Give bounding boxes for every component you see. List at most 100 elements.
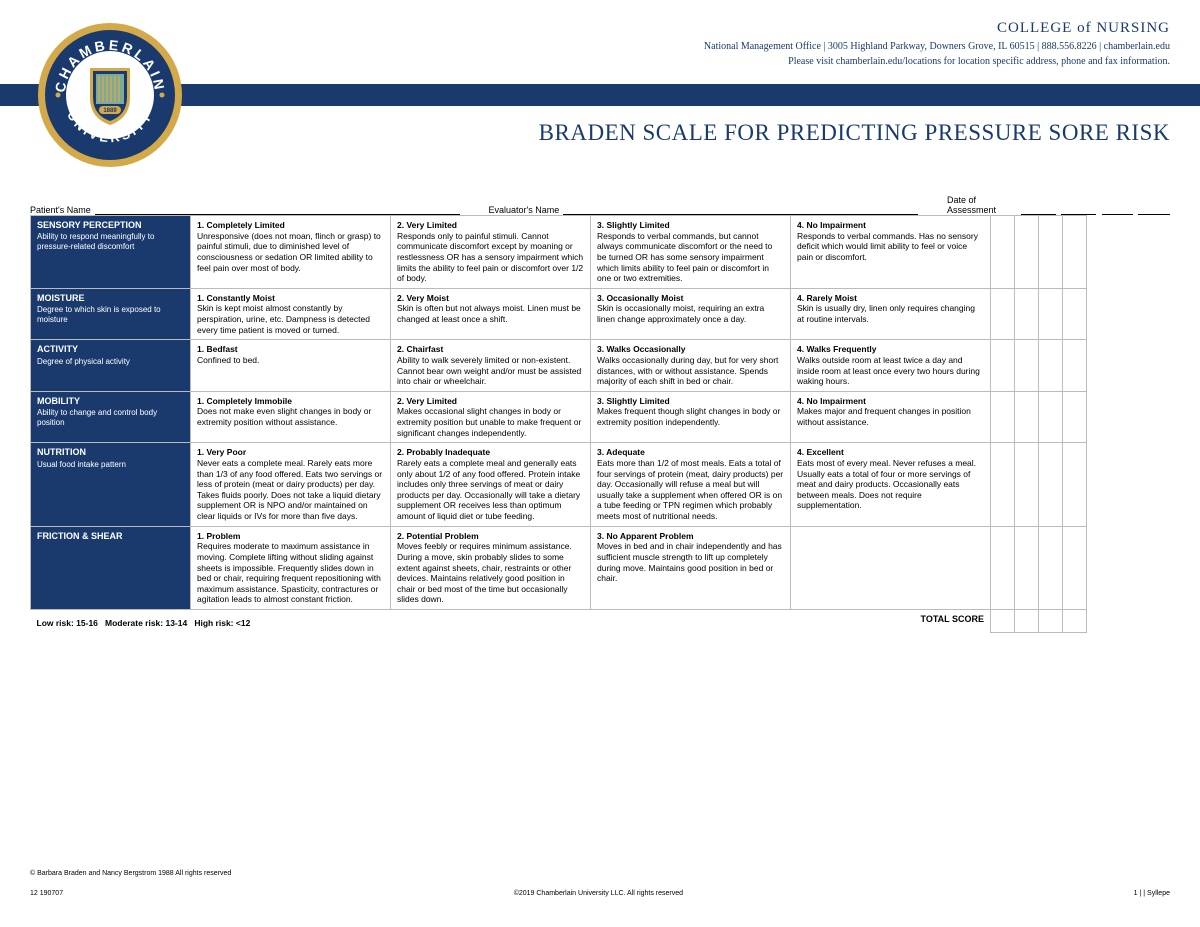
level-title: 1. Very Poor	[197, 447, 384, 458]
level-cell: 1. Very PoorNever eats a complete meal. …	[191, 443, 391, 526]
level-cell: 4. ExcellentEats most of every meal. Nev…	[791, 443, 991, 526]
level-desc: Moves feebly or requires minimum assista…	[397, 541, 584, 605]
level-desc: Unresponsive (does not moan, flinch or g…	[197, 231, 384, 274]
score-cell[interactable]	[1039, 391, 1063, 443]
date-input-4[interactable]	[1138, 205, 1170, 215]
score-cell[interactable]	[1063, 526, 1087, 609]
footer: 12 190707 ©2019 Chamberlain University L…	[30, 890, 1170, 897]
score-cell[interactable]	[1063, 391, 1087, 443]
table-row: MOISTUREDegree to which skin is exposed …	[31, 288, 1087, 340]
footer-center: ©2019 Chamberlain University LLC. All ri…	[514, 890, 683, 897]
category-title: SENSORY PERCEPTION	[37, 220, 184, 231]
level-desc: Walks occasionally during day, but for v…	[597, 355, 784, 387]
patient-label: Patient's Name	[30, 205, 91, 215]
score-cell[interactable]	[991, 391, 1015, 443]
total-score-cell[interactable]	[1063, 610, 1087, 633]
total-score-cell[interactable]	[991, 610, 1015, 633]
page-title: BRADEN SCALE FOR PREDICTING PRESSURE SOR…	[539, 120, 1170, 146]
level-desc: Responds to verbal commands, but cannot …	[597, 231, 784, 284]
address-line: National Management Office | 3005 Highla…	[704, 41, 1170, 52]
level-title: 2. Very Limited	[397, 220, 584, 231]
score-cell[interactable]	[1039, 288, 1063, 340]
chamberlain-logo: CHAMBERLAIN UNIVERSITY 1889	[35, 20, 185, 175]
college-name: COLLEGE of NURSING	[704, 20, 1170, 37]
level-title: 3. Adequate	[597, 447, 784, 458]
score-cell[interactable]	[1039, 340, 1063, 392]
level-cell: 2. Potential ProblemMoves feebly or requ…	[391, 526, 591, 609]
level-cell: 1. ProblemRequires moderate to maximum a…	[191, 526, 391, 609]
total-score-label: TOTAL SCORE	[791, 610, 991, 633]
date-input-1[interactable]	[1021, 205, 1056, 215]
score-cell[interactable]	[1015, 391, 1039, 443]
total-score-cell[interactable]	[1015, 610, 1039, 633]
date-input-3[interactable]	[1102, 205, 1134, 215]
footer-left: 12 190707	[30, 890, 63, 897]
level-cell: 4. Rarely MoistSkin is usually dry, line…	[791, 288, 991, 340]
risk-legend: Low risk: 15-16 Moderate risk: 13-14 Hig…	[31, 610, 791, 633]
score-cell[interactable]	[991, 288, 1015, 340]
level-desc: Responds to verbal commands. Has no sens…	[797, 231, 984, 263]
score-cell[interactable]	[1015, 443, 1039, 526]
table-row: MOBILITYAbility to change and control bo…	[31, 391, 1087, 443]
table-row: FRICTION & SHEAR 1. ProblemRequires moder…	[31, 526, 1087, 609]
score-cell[interactable]	[991, 340, 1015, 392]
score-cell[interactable]	[1015, 340, 1039, 392]
category-title: FRICTION & SHEAR	[37, 531, 184, 542]
level-desc: Skin is kept moist almost constantly by …	[197, 303, 384, 335]
logo-year: 1889	[103, 108, 117, 114]
level-title: 2. Chairfast	[397, 344, 584, 355]
total-row: Low risk: 15-16 Moderate risk: 13-14 Hig…	[31, 610, 1087, 633]
date-input-2[interactable]	[1061, 205, 1096, 215]
level-desc: Never eats a complete meal. Rarely eats …	[197, 458, 384, 522]
score-cell[interactable]	[991, 526, 1015, 609]
score-cell[interactable]	[991, 216, 1015, 289]
level-desc: Makes major and frequent changes in posi…	[797, 406, 984, 427]
patient-input[interactable]	[95, 205, 460, 215]
category-cell: MOBILITYAbility to change and control bo…	[31, 391, 191, 443]
score-cell[interactable]	[1063, 288, 1087, 340]
level-title: 4. Excellent	[797, 447, 984, 458]
level-desc: Makes frequent though slight changes in …	[597, 406, 784, 427]
level-title: 3. Slightly Limited	[597, 220, 784, 231]
score-cell[interactable]	[1039, 526, 1063, 609]
score-cell[interactable]	[1039, 216, 1063, 289]
category-subtitle: Ability to change and control body posit…	[37, 408, 184, 428]
visit-link[interactable]: chamberlain.edu/locations	[836, 56, 941, 67]
category-title: NUTRITION	[37, 447, 184, 458]
table-row: NUTRITIONUsual food intake pattern1. Ver…	[31, 443, 1087, 526]
score-cell[interactable]	[1015, 216, 1039, 289]
level-title: 3. Occasionally Moist	[597, 293, 784, 304]
level-cell: 2. Probably InadequateRarely eats a comp…	[391, 443, 591, 526]
copyright-authors: © Barbara Braden and Nancy Bergstrom 198…	[30, 870, 231, 877]
level-desc: Skin is usually dry, linen only requires…	[797, 303, 984, 324]
category-cell: ACTIVITY Degree of physical activity	[31, 340, 191, 392]
level-title: 1. Constantly Moist	[197, 293, 384, 304]
evaluator-input[interactable]	[563, 205, 918, 215]
score-cell[interactable]	[991, 443, 1015, 526]
visit-suffix: for location specific address, phone and…	[941, 56, 1170, 67]
level-cell: 1. Completely ImmobileDoes not make even…	[191, 391, 391, 443]
score-cell[interactable]	[1063, 340, 1087, 392]
level-desc: Walks outside room at least twice a day …	[797, 355, 984, 387]
level-cell: 4. No ImpairmentMakes major and frequent…	[791, 391, 991, 443]
level-title: 2. Very Limited	[397, 396, 584, 407]
level-desc: Skin is occasionally moist, requiring an…	[597, 303, 784, 324]
score-cell[interactable]	[1063, 216, 1087, 289]
level-desc: Does not make even slight changes in bod…	[197, 406, 384, 427]
date-label: Date of Assessment	[947, 195, 1017, 215]
level-title: 3. Slightly Limited	[597, 396, 784, 407]
level-title: 4. No Impairment	[797, 396, 984, 407]
level-desc: Ability to walk severely limited or non-…	[397, 355, 584, 387]
level-title: 3. No Apparent Problem	[597, 531, 784, 542]
score-cell[interactable]	[1039, 443, 1063, 526]
total-score-cell[interactable]	[1039, 610, 1063, 633]
level-cell	[791, 526, 991, 609]
score-cell[interactable]	[1015, 526, 1039, 609]
level-title: 1. Bedfast	[197, 344, 384, 355]
score-cell[interactable]	[1063, 443, 1087, 526]
score-cell[interactable]	[1015, 288, 1039, 340]
level-cell: 2. Very LimitedMakes occasional slight c…	[391, 391, 591, 443]
category-title: ACTIVITY	[37, 344, 184, 355]
category-subtitle: Degree of physical activity	[37, 357, 184, 367]
level-cell: 3. Occasionally MoistSkin is occasionall…	[591, 288, 791, 340]
